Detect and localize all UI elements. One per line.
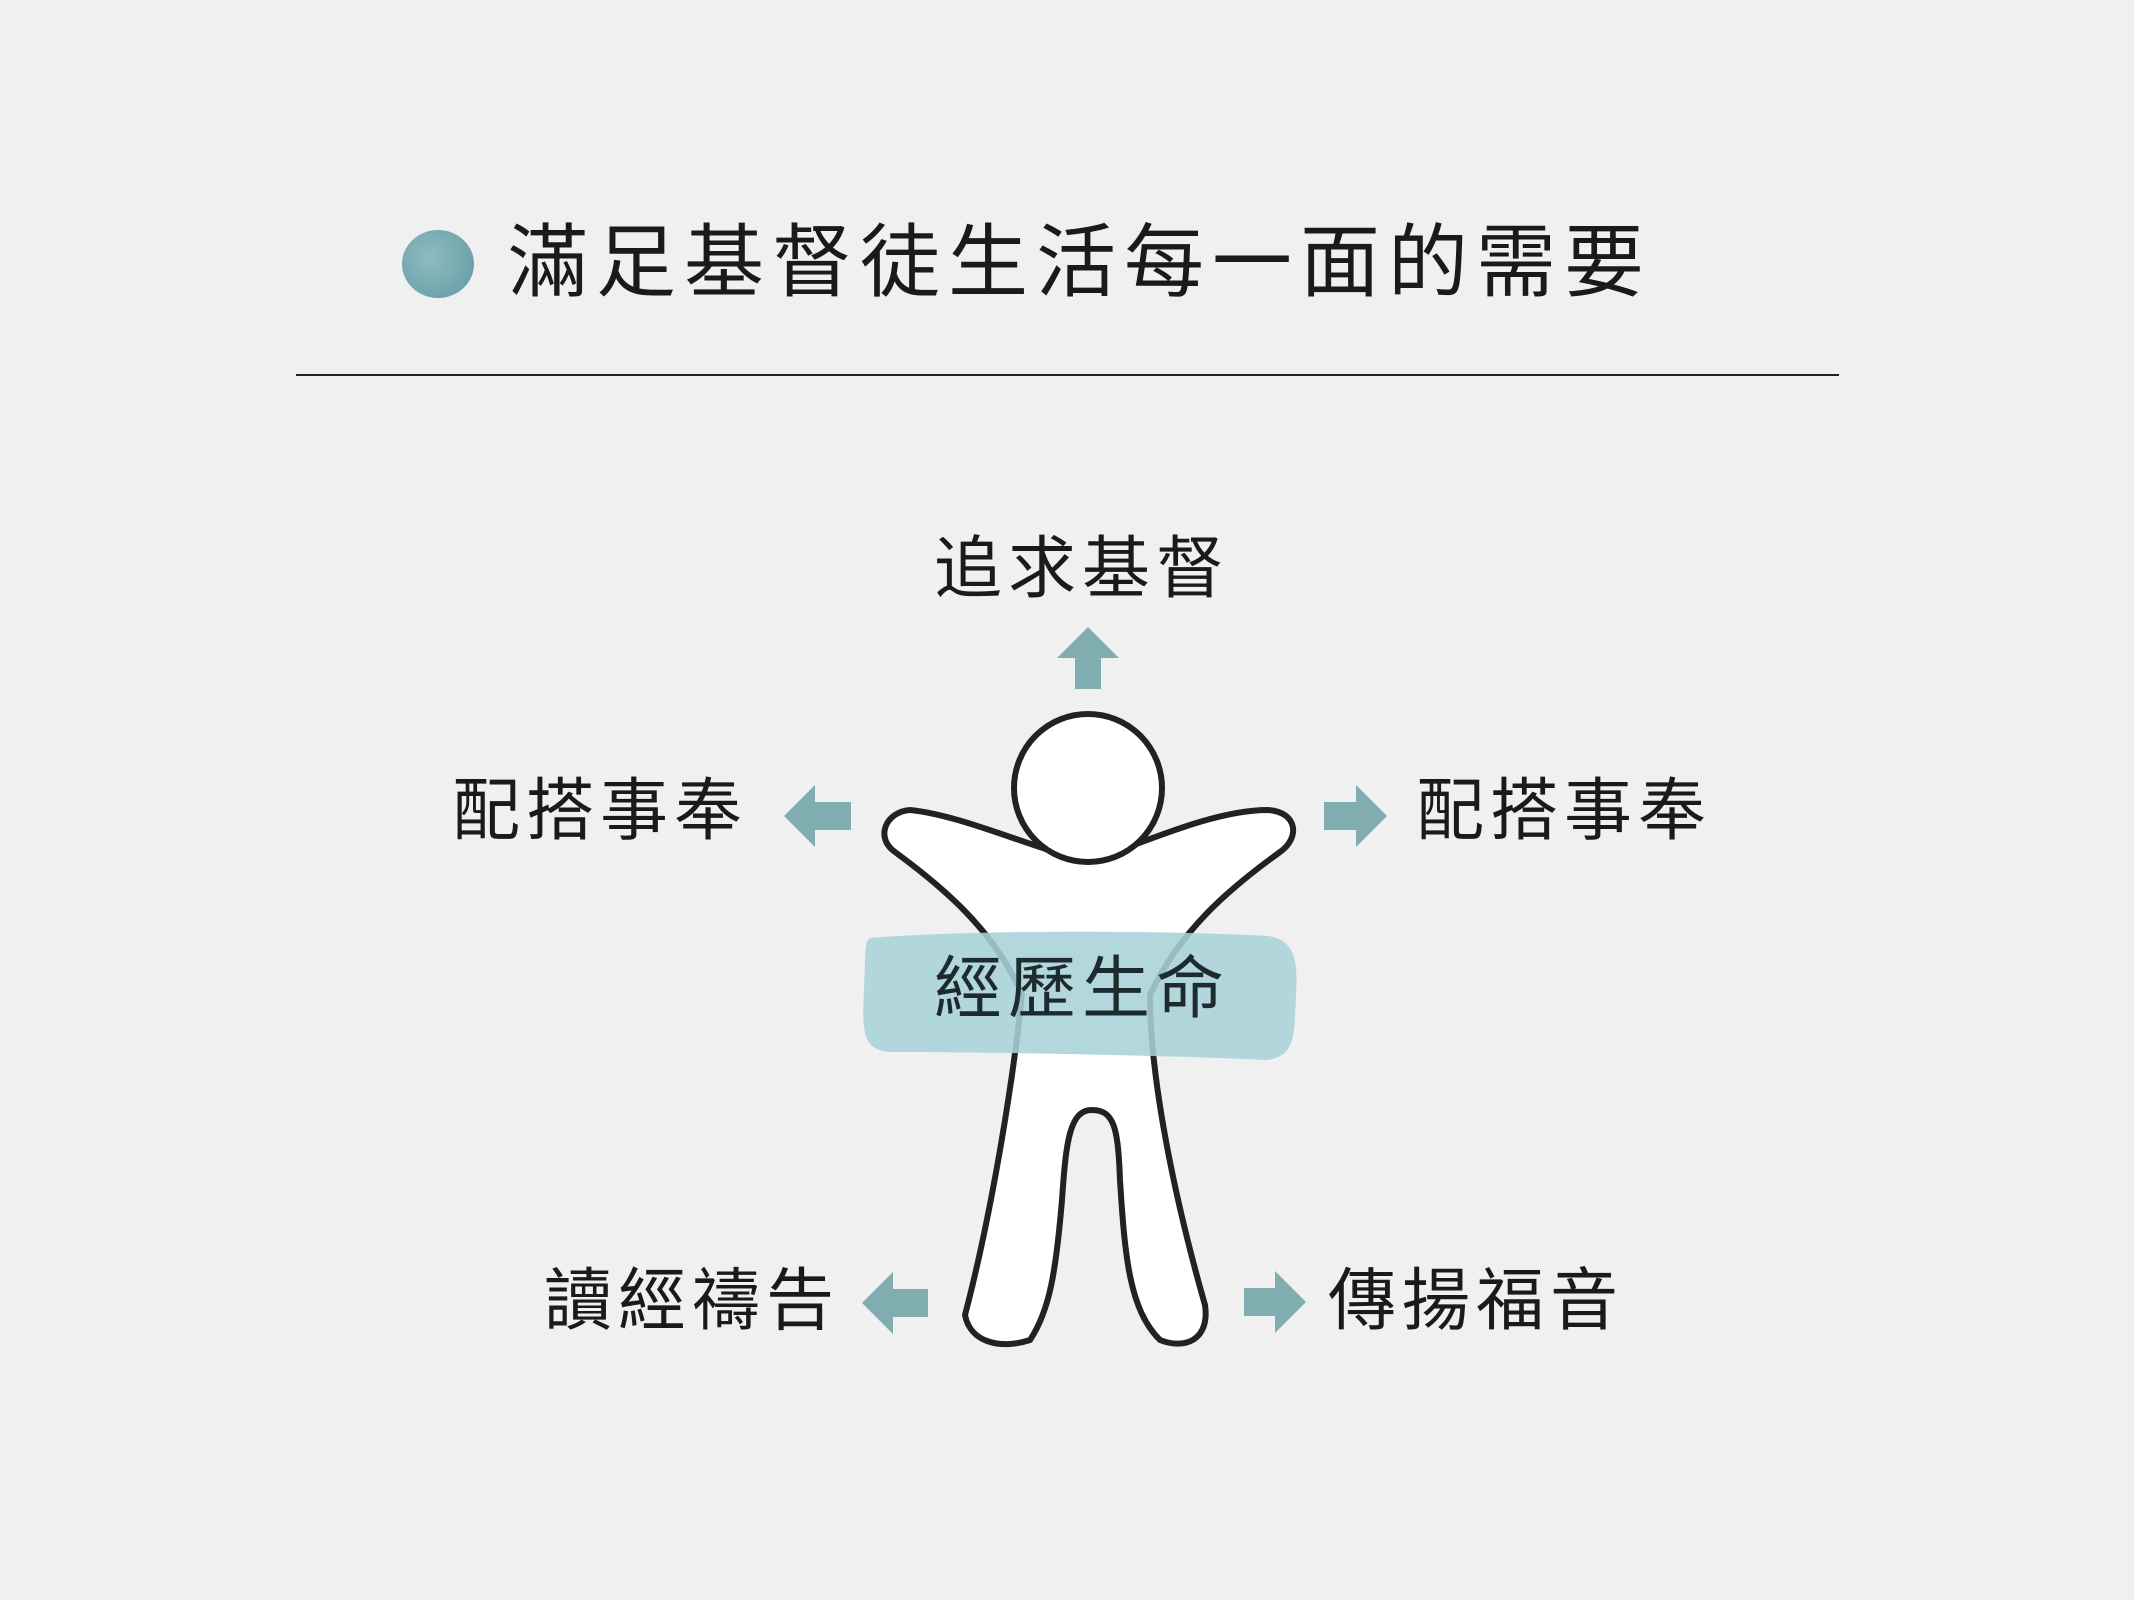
title-bullet-dot (402, 230, 474, 298)
label-pursue-christ: 追求基督 (934, 530, 1231, 609)
person-head (1011, 711, 1165, 865)
arrow-left-icon (784, 785, 851, 847)
arrow-up-icon (1057, 627, 1119, 689)
label-serve-together-right: 配搭事奉 (1416, 772, 1713, 851)
label-serve-together-left: 配搭事奉 (452, 772, 749, 851)
label-bible-prayer: 讀經禱告 (544, 1262, 841, 1341)
title-divider (296, 374, 1839, 376)
label-preach-gospel: 傳揚福音 (1328, 1262, 1625, 1341)
center-highlight-band (863, 931, 1297, 1060)
arrow-right-lower-icon (1244, 1271, 1306, 1333)
label-experience-life: 經歷生命 (934, 950, 1231, 1029)
person-figure-icon (881, 711, 1297, 1348)
arrow-left-lower-icon (862, 1272, 928, 1334)
page-title: 滿足基督徒生活每一面的需要 (508, 216, 1652, 309)
arrow-right-icon (1324, 785, 1387, 847)
